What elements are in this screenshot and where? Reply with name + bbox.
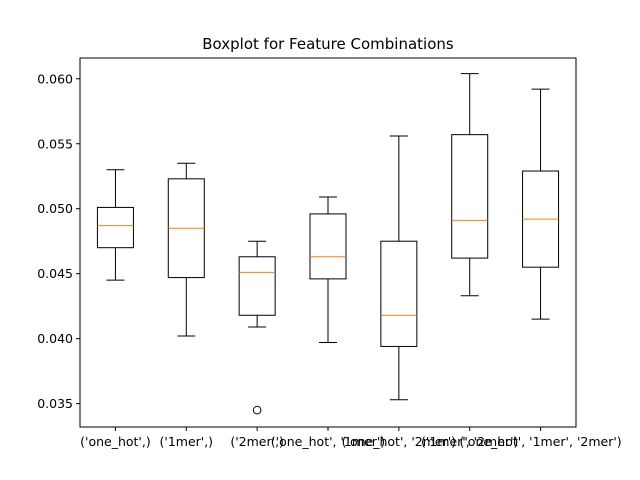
- box-iqr: [96, 206, 134, 249]
- plot-area: 0.035 0.040 0.045 0.050 0.055 0.060 ('one_hot'…: [37, 57, 622, 449]
- box-iqr: [451, 134, 489, 259]
- y-tick-label: 0.055: [37, 136, 73, 151]
- x-tick-label: ('1mer', '2mer'): [421, 434, 518, 449]
- y-tick-label: 0.060: [37, 71, 73, 86]
- axes-frame: [79, 57, 577, 428]
- box-iqr: [380, 240, 418, 347]
- box-iqr: [309, 213, 347, 280]
- y-tick-label: 0.035: [37, 396, 73, 411]
- x-tick-label: ('one_hot',): [80, 434, 151, 449]
- x-tick-label: ('one_hot', '1mer'): [271, 434, 385, 449]
- x-tick-label: ('1mer',): [160, 434, 214, 449]
- y-tick-label: 0.045: [37, 266, 73, 281]
- outlier-point: [252, 405, 262, 415]
- y-tick-label: 0.040: [37, 331, 73, 346]
- box-iqr: [238, 256, 276, 316]
- chart-title: Boxplot for Feature Combinations: [202, 35, 454, 53]
- y-tick-label: 0.050: [37, 201, 73, 216]
- x-tick-label: ('one_hot', '2mer'): [342, 434, 456, 449]
- x-tick-label: ('2mer',): [230, 434, 284, 449]
- x-tick-label: ('one_hot', '1mer', '2mer'): [459, 434, 621, 449]
